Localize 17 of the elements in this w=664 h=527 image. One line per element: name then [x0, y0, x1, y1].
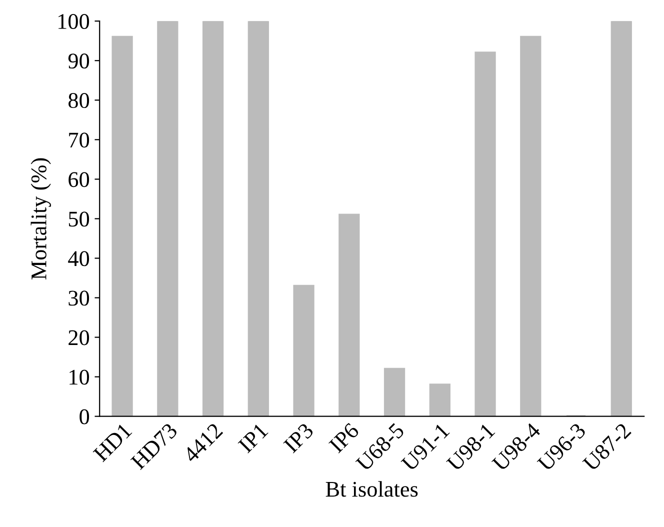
y-tick-label: 40 [68, 251, 90, 266]
y-tick-label: 90 [68, 54, 90, 69]
y-tick-label: 70 [69, 132, 90, 148]
y-tick-label: 0 [80, 409, 90, 424]
y-tick-label: 20 [68, 330, 90, 346]
x-tick-label: 4412 [182, 422, 224, 464]
y-tick-label: 80 [68, 93, 90, 108]
y-tick-label: 50 [68, 212, 90, 227]
x-tick-label: IP6 [328, 422, 360, 454]
x-tick-label: IP3 [283, 422, 314, 454]
y-axis-title: Mortality (%) [30, 158, 51, 280]
y-tick-label: 10 [70, 370, 90, 385]
x-tick-label: IP1 [238, 422, 268, 454]
x-axis-title: Bt isolates [326, 481, 418, 497]
y-tick-label: 100 [58, 14, 90, 30]
y-tick-label: 30 [68, 290, 90, 306]
y-tick-label: 60 [68, 172, 90, 188]
